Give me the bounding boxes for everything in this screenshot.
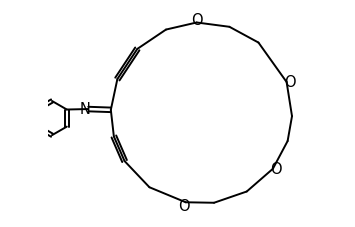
- Text: O: O: [284, 75, 296, 90]
- Text: O: O: [179, 198, 190, 213]
- Text: O: O: [270, 162, 282, 177]
- Text: N: N: [80, 102, 91, 117]
- Text: O: O: [191, 13, 202, 28]
